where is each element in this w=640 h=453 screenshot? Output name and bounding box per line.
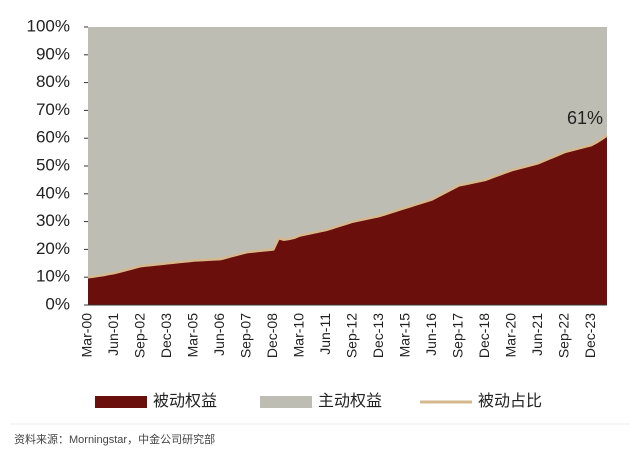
y-tick-label: 0% — [45, 294, 70, 313]
y-tick-label: 50% — [36, 155, 70, 174]
y-tick-label: 80% — [36, 72, 70, 91]
x-tick-label: Sep-22 — [555, 313, 571, 358]
x-tick-label: Jun-16 — [423, 313, 439, 356]
x-tick-label: Jun-11 — [317, 313, 333, 355]
x-tick-label: Mar-00 — [79, 313, 95, 358]
y-tick-label: 90% — [36, 44, 70, 63]
x-tick-label: Dec-08 — [264, 313, 280, 358]
y-tick-label: 30% — [36, 211, 70, 230]
y-tick-label: 100% — [27, 16, 70, 35]
x-tick-label: Mar-20 — [502, 313, 518, 358]
y-tick-label: 60% — [36, 128, 70, 147]
legend-swatch — [95, 396, 147, 408]
x-tick-label: Mar-15 — [396, 313, 412, 358]
x-tick-label: Sep-07 — [238, 313, 254, 358]
x-tick-label: Mar-05 — [185, 313, 201, 358]
x-tick-label: Sep-12 — [343, 313, 359, 358]
source-note: 资料来源：Morningstar，中金公司研究部 — [14, 432, 215, 446]
x-tick-label: Dec-18 — [476, 313, 492, 358]
x-tick-label: Jun-06 — [211, 313, 227, 356]
x-tick-label: Mar-10 — [291, 313, 307, 358]
legend-label: 主动权益 — [318, 392, 382, 410]
area — [88, 27, 607, 278]
x-tick-label: Jun-01 — [105, 313, 121, 356]
legend-label: 被动占比 — [478, 392, 542, 410]
x-tick-label: Jun-21 — [529, 313, 545, 356]
x-tick-label: Dec-03 — [158, 313, 174, 358]
x-tick-label: Dec-23 — [582, 313, 598, 358]
legend-swatch — [260, 396, 312, 408]
line — [87, 134, 608, 279]
data-label: 61% — [567, 108, 603, 128]
x-tick-label: Dec-13 — [370, 313, 386, 358]
y-tick-label: 10% — [36, 267, 70, 286]
area — [88, 135, 607, 305]
y-tick-label: 20% — [36, 239, 70, 258]
x-tick-label: Sep-02 — [132, 313, 148, 358]
y-tick-label: 40% — [36, 183, 70, 202]
y-tick-label: 70% — [36, 100, 70, 119]
legend-label: 被动权益 — [153, 392, 217, 410]
x-tick-label: Sep-17 — [449, 313, 465, 358]
